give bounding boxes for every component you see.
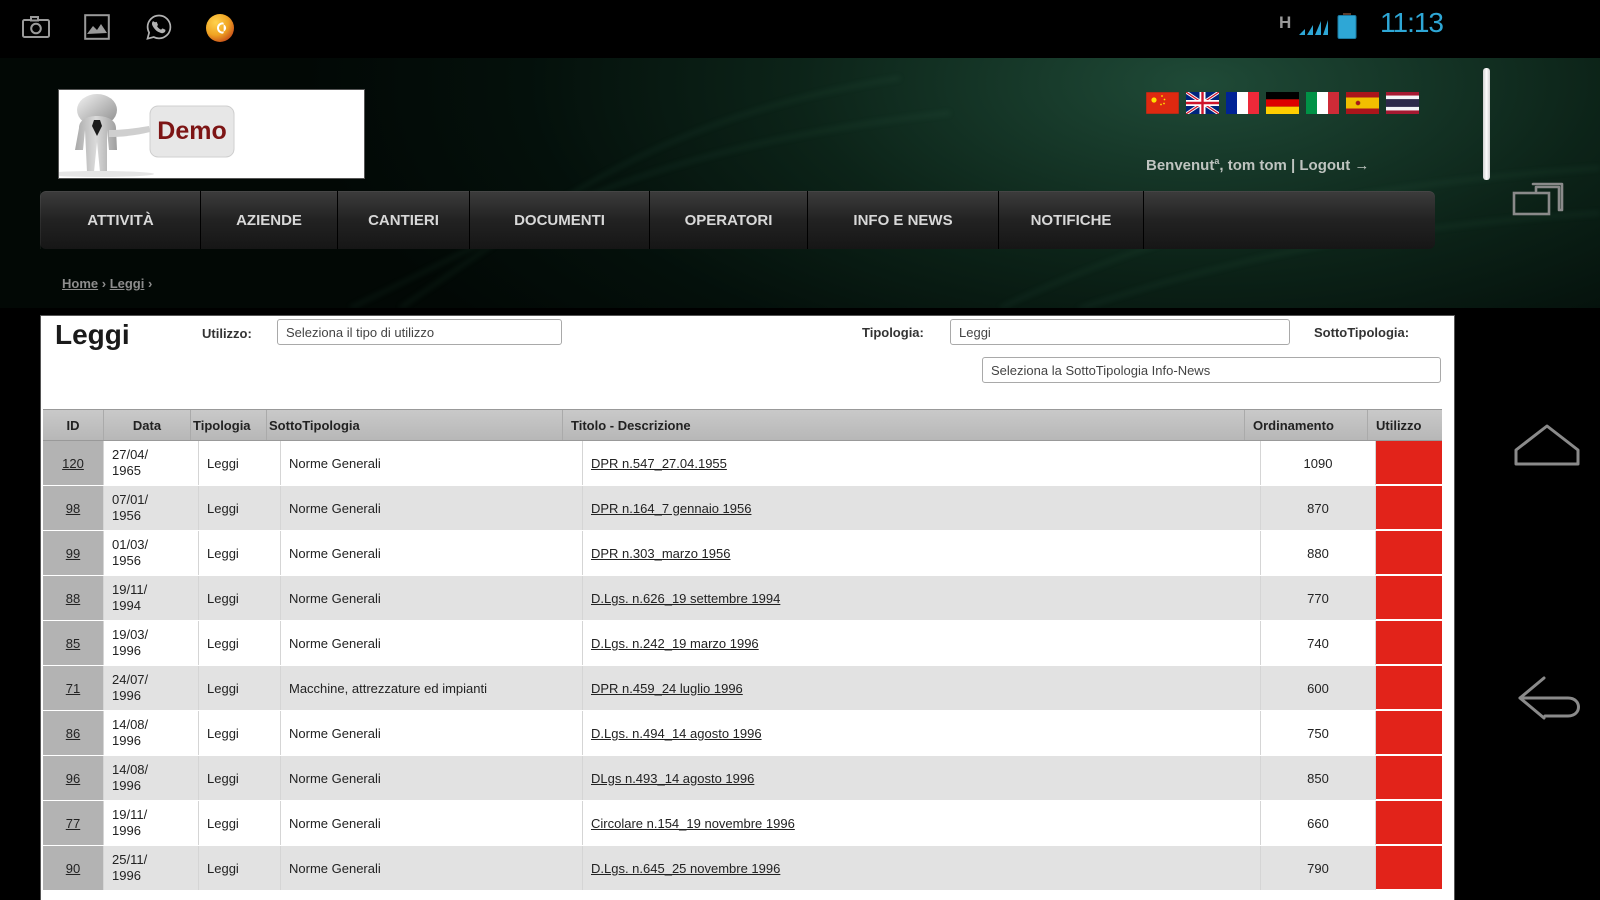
svg-text:Demo: Demo <box>157 117 226 145</box>
